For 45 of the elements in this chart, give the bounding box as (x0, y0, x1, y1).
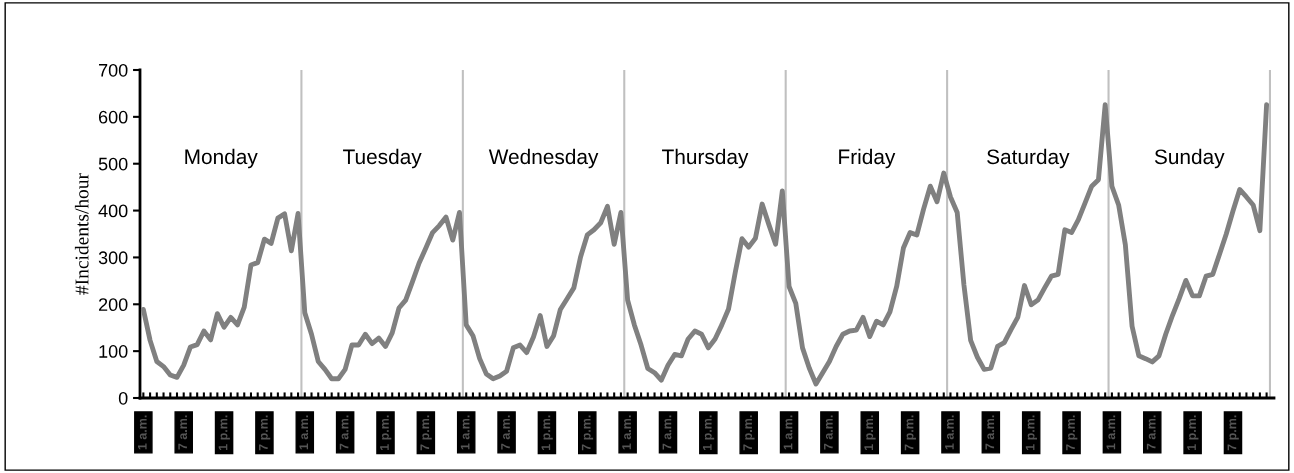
x-tick-label: 1 a.m. (1106, 415, 1116, 450)
x-tick-label: 1 a.m. (460, 415, 470, 450)
y-tick-label: 100 (99, 345, 128, 358)
x-tick-label: 7 p.m. (743, 415, 755, 451)
x-tick-label: 1 p.m. (1187, 415, 1199, 450)
y-tick-label: 700 (99, 63, 128, 77)
y-tick-label: 500 (98, 157, 128, 171)
x-tick-label: 1 a.m. (299, 415, 309, 450)
y-tick-label: 400 (98, 204, 128, 218)
x-tick-label: 1 p.m. (864, 415, 876, 450)
annotation: Tuesday (343, 148, 422, 169)
annotation: Friday (839, 148, 896, 169)
x-tick-label: 7 p.m. (420, 415, 432, 451)
y-tick-label: 300 (98, 251, 128, 265)
x-tick-label: 7 p.m. (581, 415, 594, 451)
x-tick-label: 1 p.m. (380, 415, 392, 450)
x-tick-label: 7 a.m. (339, 415, 349, 450)
x-tick-label: 7 p.m. (259, 415, 271, 451)
x-tick-label: 1 p.m. (218, 415, 230, 450)
y-axis-title: #Incidents/hour (74, 173, 89, 295)
y-tick-label: 0 (118, 391, 128, 405)
x-tick-label: 7 p.m. (904, 415, 916, 451)
x-tick-label: 7 p.m. (1227, 415, 1239, 451)
annotation: Wednesday (488, 148, 599, 169)
x-tick-label: 1 p.m. (1025, 415, 1038, 450)
x-tick-label: 7 a.m. (662, 415, 672, 450)
x-tick-label: 7 a.m. (501, 415, 510, 450)
x-tick-label: 1 p.m. (541, 415, 553, 450)
x-tick-label: 1 p.m. (702, 415, 715, 450)
y-tick-label: 200 (98, 298, 128, 312)
annotation: Thursday (662, 148, 749, 169)
x-tick-label: 1 a.m. (783, 415, 793, 450)
x-tick-label: 7 p.m. (1066, 415, 1078, 451)
x-tick-label: 1 a.m. (622, 415, 631, 450)
annotation: Sunday (1154, 148, 1225, 169)
annotation: Monday (185, 148, 258, 169)
x-tick-label: 7 a.m. (178, 415, 188, 450)
x-tick-label: 7 a.m. (824, 415, 833, 450)
y-tick-label: 600 (98, 110, 128, 124)
annotation: Saturday (987, 148, 1070, 169)
x-tick-label: 1 a.m. (138, 415, 147, 450)
x-tick-label: 7 a.m. (985, 415, 995, 450)
line-series (140, 102, 1270, 387)
x-tick-label: 1 a.m. (945, 415, 954, 450)
x-tick-label: 7 a.m. (1146, 415, 1156, 450)
